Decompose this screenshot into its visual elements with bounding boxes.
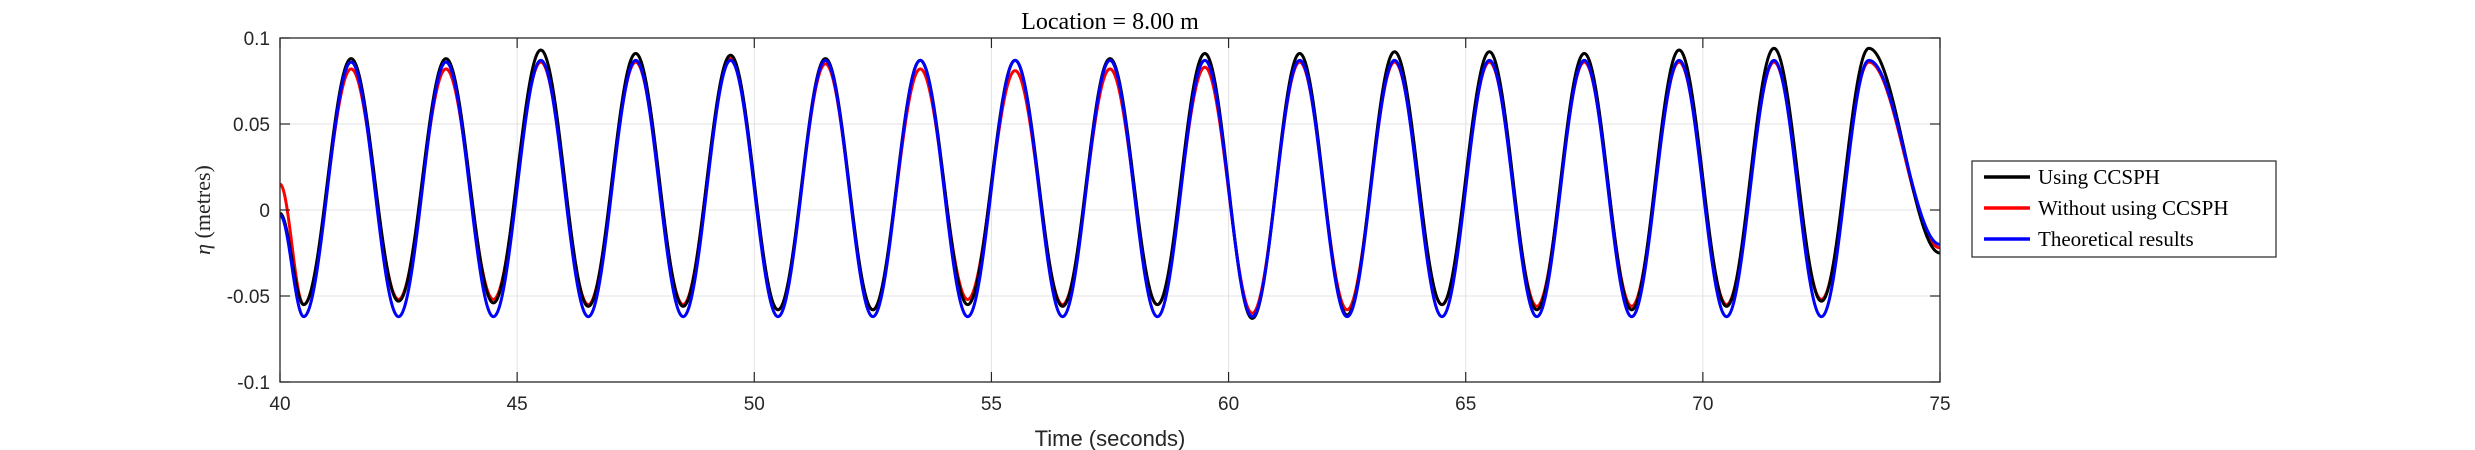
x-tick-label: 60 (1218, 394, 1239, 415)
y-tick-label: 0.1 (244, 29, 270, 50)
legend: Using CCSPH Without using CCSPH Theoretica… (1971, 160, 2277, 258)
x-tick-label: 70 (1692, 394, 1713, 415)
y-axis-symbol: η (190, 244, 215, 255)
y-tick-label: 0 (259, 201, 270, 222)
y-tick-label: -0.1 (237, 373, 270, 394)
legend-label: Theoretical results (2038, 227, 2194, 251)
x-tick-label: 55 (981, 394, 1002, 415)
x-tick-label: 40 (269, 394, 290, 415)
y-axis-unit: (metres) (190, 165, 215, 244)
x-tick-label: 50 (744, 394, 765, 415)
axis-ticks (279, 37, 1941, 383)
y-tick-label: 0.05 (233, 115, 270, 136)
x-tick-label: 75 (1929, 394, 1950, 415)
series-line-theoretical-results (280, 58, 1940, 319)
y-axis-label: η (metres) (190, 165, 215, 255)
chart-title: Location = 8.00 m (1021, 9, 1199, 35)
legend-label: Using CCSPH (2038, 165, 2160, 189)
legend-label: Without using CCSPH (2038, 196, 2229, 220)
x-axis-label: Time (seconds) (1035, 426, 1186, 450)
x-tick-label: 45 (507, 394, 528, 415)
y-tick-label: -0.05 (227, 287, 270, 308)
tick-labels: 40 45 50 55 60 65 70 75 -0.1 -0.05 0 0.05 0.1 (227, 29, 1951, 415)
x-tick-label: 65 (1455, 394, 1476, 415)
series-lines (280, 46, 1940, 320)
